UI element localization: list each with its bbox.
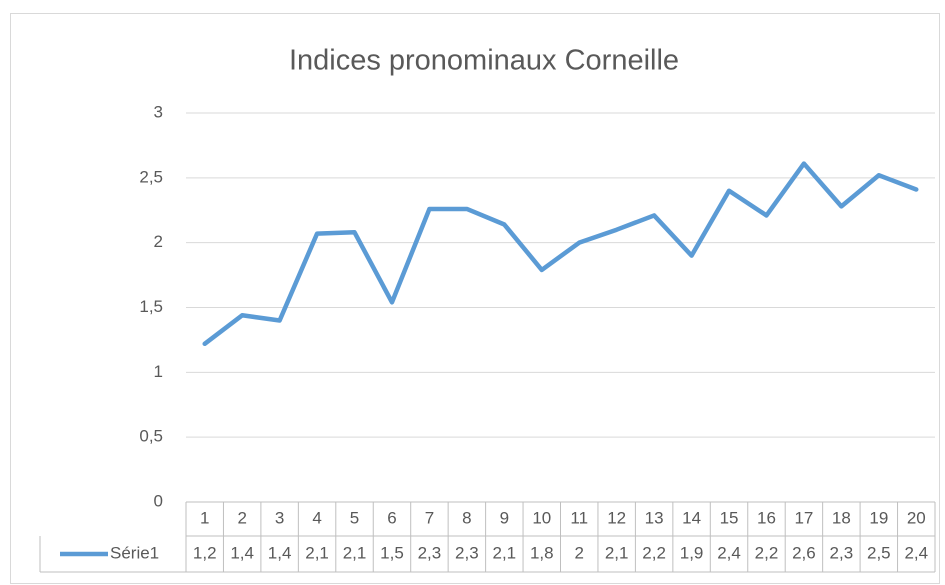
x-tick-label: 8 [462, 508, 471, 527]
y-tick-label: 2,5 [139, 167, 163, 186]
x-tick-label: 6 [387, 508, 396, 527]
table-value: 1,5 [380, 543, 404, 562]
table-value: 2,3 [830, 543, 854, 562]
table-value: 1,2 [193, 543, 217, 562]
table-value: 2,4 [904, 543, 928, 562]
table-value: 2,1 [343, 543, 367, 562]
y-tick-label: 1 [154, 362, 163, 381]
table-value: 1,9 [680, 543, 704, 562]
x-tick-label: 14 [682, 508, 701, 527]
table-value: 2,3 [418, 543, 442, 562]
table-value: 2,3 [455, 543, 479, 562]
x-tick-label: 7 [425, 508, 434, 527]
y-tick-label: 0,5 [139, 427, 163, 446]
x-tick-label: 16 [757, 508, 776, 527]
table-value: 2,5 [867, 543, 891, 562]
x-tick-label: 3 [275, 508, 284, 527]
x-tick-label: 10 [532, 508, 551, 527]
table-value: 2 [574, 543, 583, 562]
x-tick-label: 1 [200, 508, 209, 527]
table-value: 2,6 [792, 543, 816, 562]
x-tick-label: 15 [720, 508, 739, 527]
x-tick-label: 11 [570, 508, 588, 527]
y-tick-label: 1,5 [139, 297, 163, 316]
table-value: 2,1 [605, 543, 629, 562]
series-line [202, 161, 919, 347]
x-tick-label: 4 [312, 508, 321, 527]
x-tick-label: 2 [237, 508, 246, 527]
x-tick-label: 9 [500, 508, 509, 527]
x-tick-label: 13 [645, 508, 664, 527]
table-value: 2,1 [493, 543, 517, 562]
x-tick-label: 12 [607, 508, 626, 527]
legend-label: Série1 [110, 543, 159, 562]
table-value: 1,4 [230, 543, 254, 562]
x-tick-label: 17 [794, 508, 813, 527]
y-tick-label: 2 [154, 232, 163, 251]
table-value: 2,2 [755, 543, 779, 562]
x-tick-label: 18 [832, 508, 851, 527]
x-tick-label: 20 [907, 508, 926, 527]
table-value: 2,4 [717, 543, 741, 562]
chart-title: Indices pronominaux Corneille [289, 45, 679, 77]
table-value: 2,1 [305, 543, 329, 562]
x-tick-label: 19 [869, 508, 888, 527]
y-tick-label: 0 [154, 491, 163, 510]
y-tick-label: 3 [154, 102, 163, 121]
table-value: 2,2 [642, 543, 666, 562]
chart-border [10, 13, 940, 584]
table-value: 1,4 [268, 543, 292, 562]
x-tick-label: 5 [350, 508, 359, 527]
table-value: 1,8 [530, 543, 554, 562]
